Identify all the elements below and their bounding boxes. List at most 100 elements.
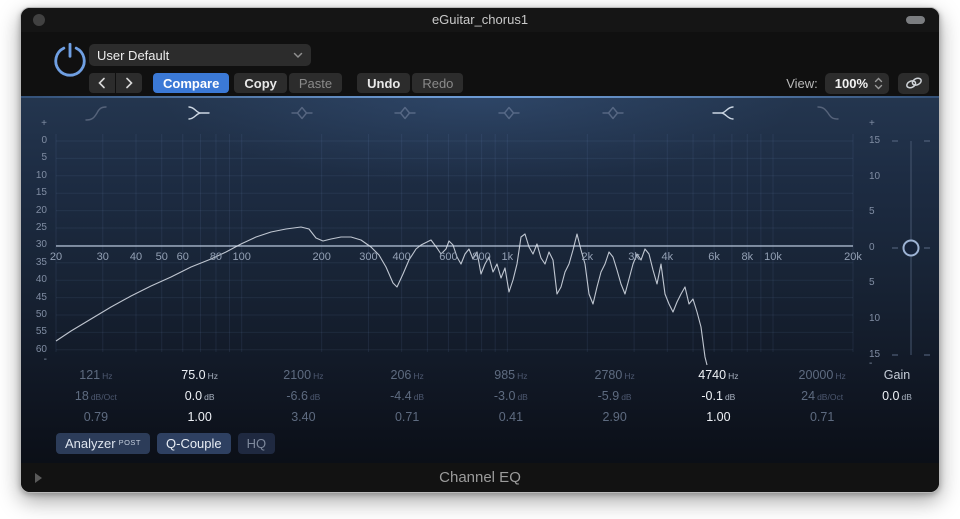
band-3-q-field[interactable]: 3.40 xyxy=(291,410,316,424)
next-preset-button[interactable] xyxy=(116,73,142,93)
freq-axis-label: 6k xyxy=(708,251,720,263)
band-4-q-field[interactable]: 0.71 xyxy=(394,410,420,424)
band-4-bell-icon[interactable] xyxy=(394,103,418,123)
analyzer-mode-label: POST xyxy=(118,437,141,447)
analyzer-scale-label: 40 xyxy=(35,274,47,286)
band-1-frequency-field[interactable]: 121 Hz xyxy=(79,368,113,382)
band-3-bell-icon[interactable] xyxy=(291,103,315,123)
band-5-gain-field[interactable]: -3.0 dB xyxy=(493,389,528,403)
analyzer-scale-label: 0 xyxy=(41,135,47,146)
band-5-bell-icon[interactable] xyxy=(498,103,522,123)
band-8-slope-field[interactable]: 24 dB/Oct xyxy=(801,389,844,403)
band-4-readout: 206 Hz -4.4 dB 0.71 xyxy=(355,365,459,428)
hq-button[interactable]: HQ xyxy=(237,432,276,454)
band-8-low-pass-icon[interactable] xyxy=(816,103,840,123)
freq-axis-label: 100 xyxy=(232,251,251,263)
freq-axis-label: 20k xyxy=(844,251,862,263)
band-7-q-field[interactable]: 1.00 xyxy=(706,410,731,424)
window-resize-pill[interactable] xyxy=(906,16,925,24)
chevron-down-icon xyxy=(293,52,303,58)
freq-axis-label: 800 xyxy=(472,251,491,263)
toolbar-row: Compare Copy Paste Undo Redo View: 100% xyxy=(89,72,929,94)
analyzer-row: Analyzer POST Q-Couple HQ xyxy=(56,432,276,454)
analyzer-scale-label: 55 xyxy=(35,326,47,338)
analyzer-scale-label: 25 xyxy=(35,222,47,233)
redo-button[interactable]: Redo xyxy=(412,73,464,93)
analyzer-scale-label: 10 xyxy=(35,169,47,181)
analyzer-scale-label: 30 xyxy=(35,239,47,251)
freq-axis-label: 400 xyxy=(392,251,411,263)
freq-axis-label: 50 xyxy=(155,251,168,263)
band-7-high-shelf-icon[interactable] xyxy=(711,103,735,123)
plugin-footer: Channel EQ xyxy=(21,463,939,492)
window-close-button[interactable] xyxy=(33,14,45,26)
view-zoom-value: 100% xyxy=(834,75,868,91)
band-1-high-pass-icon[interactable] xyxy=(84,103,108,123)
band-6-bell-icon[interactable] xyxy=(602,103,626,123)
band-2-q-field[interactable]: 1.00 xyxy=(187,410,212,424)
band-3-frequency-field[interactable]: 2100 Hz xyxy=(283,368,324,382)
analyzer-scale-label: 15 xyxy=(35,187,47,199)
preset-dropdown[interactable]: User Default xyxy=(89,44,311,66)
freq-axis-label: 40 xyxy=(129,251,143,263)
copy-button[interactable]: Copy xyxy=(234,73,287,93)
band-7-gain-field[interactable]: -0.1 dB xyxy=(701,389,736,403)
plugin-name: Channel EQ xyxy=(439,469,521,486)
gain-scale-label: 5 xyxy=(869,277,875,289)
eq-graph[interactable] xyxy=(21,96,940,463)
freq-axis-label: 4k xyxy=(661,251,674,263)
band-6-gain-field[interactable]: -5.9 dB xyxy=(597,389,632,403)
freq-axis-label: 1k xyxy=(501,251,514,263)
freq-axis-label: 20 xyxy=(49,251,63,263)
preset-value: User Default xyxy=(97,47,170,63)
gain-scale-label: 0 xyxy=(869,241,875,253)
band-8-q-field[interactable]: 0.71 xyxy=(809,410,835,424)
view-label: View: xyxy=(786,75,818,91)
band-4-gain-field[interactable]: -4.4 dB xyxy=(390,389,425,403)
band-readouts: 121 Hz 18 dB/Oct 0.79 75.0 Hz 0.0 dB 1.00 21… xyxy=(44,365,874,428)
freq-axis-label: 200 xyxy=(312,251,331,263)
band-3-gain-field[interactable]: -6.6 dB xyxy=(286,389,321,403)
power-button[interactable] xyxy=(51,41,89,79)
band-5-q-field[interactable]: 0.41 xyxy=(498,410,524,424)
band-2-gain-field[interactable]: 0.0 dB xyxy=(184,389,215,403)
analyzer-scale-label: 20 xyxy=(35,204,47,216)
band-6-q-field[interactable]: 2.90 xyxy=(602,410,627,424)
gain-scale-label: + xyxy=(869,118,875,129)
power-icon xyxy=(54,42,86,77)
band-2-low-shelf-icon[interactable] xyxy=(187,103,211,123)
chevron-right-icon xyxy=(126,77,133,89)
freq-axis-label: 80 xyxy=(209,251,223,263)
analyzer-spectrum-curve xyxy=(55,226,708,366)
band-2-frequency-field[interactable]: 75.0 Hz xyxy=(181,368,218,382)
analyzer-scale-label: 45 xyxy=(35,291,47,303)
band-5-frequency-field[interactable]: 985 Hz xyxy=(494,368,528,382)
undo-button[interactable]: Undo xyxy=(357,73,411,93)
band-7-frequency-field[interactable]: 4740 Hz xyxy=(698,368,739,382)
band-4-frequency-field[interactable]: 206 Hz xyxy=(390,368,424,382)
band-1-slope-field[interactable]: 18 dB/Oct xyxy=(74,389,117,403)
gain-slider-knob[interactable] xyxy=(902,239,920,257)
disclosure-triangle-icon[interactable] xyxy=(35,473,42,483)
analyzer-scale-label: 5 xyxy=(41,152,47,164)
freq-axis-label: 10k xyxy=(764,251,782,263)
titlebar: eGuitar_chorus1 xyxy=(21,8,939,32)
q-couple-button[interactable]: Q-Couple xyxy=(157,432,231,454)
eq-graph-panel: 121 Hz 18 dB/Oct 0.79 75.0 Hz 0.0 dB 1.00 21… xyxy=(21,96,939,463)
link-chain-icon xyxy=(905,77,922,89)
freq-axis-label: 300 xyxy=(359,251,378,263)
paste-button[interactable]: Paste xyxy=(288,73,343,93)
gain-value-field[interactable]: 0.0 dB xyxy=(882,389,912,403)
link-button[interactable] xyxy=(898,72,929,94)
band-6-frequency-field[interactable]: 2780 Hz xyxy=(594,368,635,382)
band-8-frequency-field[interactable]: 20000 Hz xyxy=(798,368,846,382)
gain-scale-label: 15 xyxy=(869,135,881,146)
analyzer-scale-label: - xyxy=(43,354,47,365)
view-zoom-stepper[interactable]: 100% xyxy=(824,72,889,94)
band-1-q-field[interactable]: 0.79 xyxy=(83,410,109,424)
analyzer-button[interactable]: Analyzer POST xyxy=(56,432,150,454)
freq-axis-label: 8k xyxy=(741,251,754,263)
compare-button[interactable]: Compare xyxy=(153,73,230,93)
previous-preset-button[interactable] xyxy=(89,73,115,93)
chevron-left-icon xyxy=(98,77,105,89)
